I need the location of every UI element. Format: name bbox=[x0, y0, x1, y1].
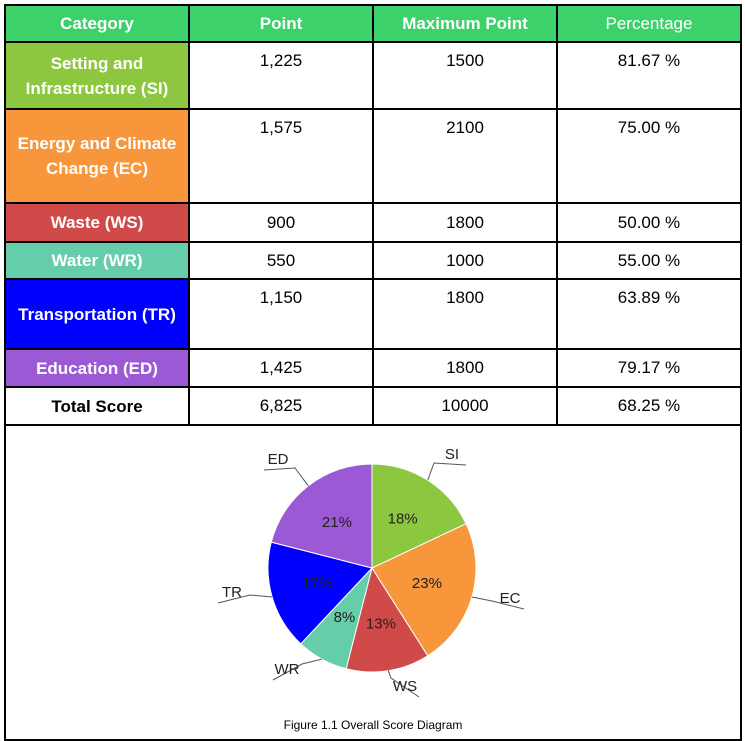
value-cell: 6,825 bbox=[188, 386, 374, 426]
header-cell: Maximum Point bbox=[372, 4, 558, 43]
value-cell: 55.00 % bbox=[556, 241, 742, 280]
value-cell: 79.17 % bbox=[556, 348, 742, 388]
value-cell: 10000 bbox=[372, 386, 558, 426]
leader-line bbox=[387, 670, 420, 698]
category-cell: Water (WR) bbox=[4, 241, 190, 280]
table-row: Setting and Infrastructure (SI) 1,225 1500… bbox=[4, 41, 742, 110]
category-label: EC bbox=[500, 590, 521, 607]
header-cell: Category bbox=[4, 4, 190, 43]
table-row: Energy and Climate Change (EC) 1,575 2100 7… bbox=[4, 108, 742, 204]
figure: 18% SI 23% EC 13% WS 8% WR 17% TR 21% ED Figure 1.1… bbox=[4, 426, 742, 741]
slice-label: 18% bbox=[388, 511, 418, 528]
slice-label: 13% bbox=[366, 615, 396, 632]
value-cell: 1500 bbox=[372, 41, 558, 110]
slice-label: 17% bbox=[302, 575, 332, 592]
leader-line bbox=[272, 658, 323, 681]
leader-line bbox=[263, 467, 309, 487]
value-cell: 1,575 bbox=[188, 108, 374, 204]
table-row: Waste (WS) 900 1800 50.00 % bbox=[4, 202, 742, 243]
value-cell: 1000 bbox=[372, 241, 558, 280]
value-cell: 1800 bbox=[372, 278, 558, 350]
category-cell: Total Score bbox=[4, 386, 190, 426]
table-row: Total Score 6,825 10000 68.25 % bbox=[4, 386, 742, 426]
value-cell: 900 bbox=[188, 202, 374, 243]
category-label: SI bbox=[445, 446, 459, 463]
value-cell: 550 bbox=[188, 241, 374, 280]
table-body: Setting and Infrastructure (SI) 1,225 1500… bbox=[4, 41, 742, 426]
value-cell: 63.89 % bbox=[556, 278, 742, 350]
category-cell: Waste (WS) bbox=[4, 202, 190, 243]
category-cell: Energy and Climate Change (EC) bbox=[4, 108, 190, 204]
table-row: Water (WR) 550 1000 55.00 % bbox=[4, 241, 742, 280]
score-table: Category Point Maximum Point Percentage Set… bbox=[4, 4, 742, 426]
pie-chart: 18% SI 23% EC 13% WS 8% WR 17% TR 21% ED bbox=[217, 446, 525, 698]
category-label: TR bbox=[222, 584, 242, 601]
category-label: ED bbox=[268, 451, 289, 468]
pie-slice bbox=[270, 463, 373, 569]
value-cell: 1,150 bbox=[188, 278, 374, 350]
leader-line bbox=[471, 596, 525, 610]
value-cell: 75.00 % bbox=[556, 108, 742, 204]
caption: Figure 1.1 Overall Score Diagram bbox=[283, 718, 463, 732]
pie-slice bbox=[371, 523, 477, 657]
value-cell: 68.25 % bbox=[556, 386, 742, 426]
document: Category Point Maximum Point Percentage Set… bbox=[4, 4, 742, 741]
value-cell: 1800 bbox=[372, 348, 558, 388]
category-cell: Setting and Infrastructure (SI) bbox=[4, 41, 190, 110]
value-cell: 2100 bbox=[372, 108, 558, 204]
value-cell: 1,425 bbox=[188, 348, 374, 388]
category-label: WS bbox=[393, 678, 417, 695]
header-cell: Percentage bbox=[556, 4, 742, 43]
value-cell: 81.67 % bbox=[556, 41, 742, 110]
category-cell: Transportation (TR) bbox=[4, 278, 190, 350]
table-row: Education (ED) 1,425 1800 79.17 % bbox=[4, 348, 742, 388]
pie-slice bbox=[371, 463, 467, 569]
value-cell: 50.00 % bbox=[556, 202, 742, 243]
table-row: Transportation (TR) 1,150 1800 63.89 % bbox=[4, 278, 742, 350]
category-cell: Education (ED) bbox=[4, 348, 190, 388]
leader-line bbox=[427, 462, 467, 481]
slice-label: 8% bbox=[334, 609, 356, 626]
header-cell: Point bbox=[188, 4, 374, 43]
header-row: Category Point Maximum Point Percentage bbox=[4, 4, 742, 43]
value-cell: 1800 bbox=[372, 202, 558, 243]
value-cell: 1,225 bbox=[188, 41, 374, 110]
slice-label: 21% bbox=[322, 514, 352, 531]
category-label: WR bbox=[275, 661, 300, 678]
leader-line bbox=[217, 594, 273, 604]
page: Category Point Maximum Point Percentage Set… bbox=[4, 4, 742, 741]
slice-label: 23% bbox=[412, 575, 442, 592]
